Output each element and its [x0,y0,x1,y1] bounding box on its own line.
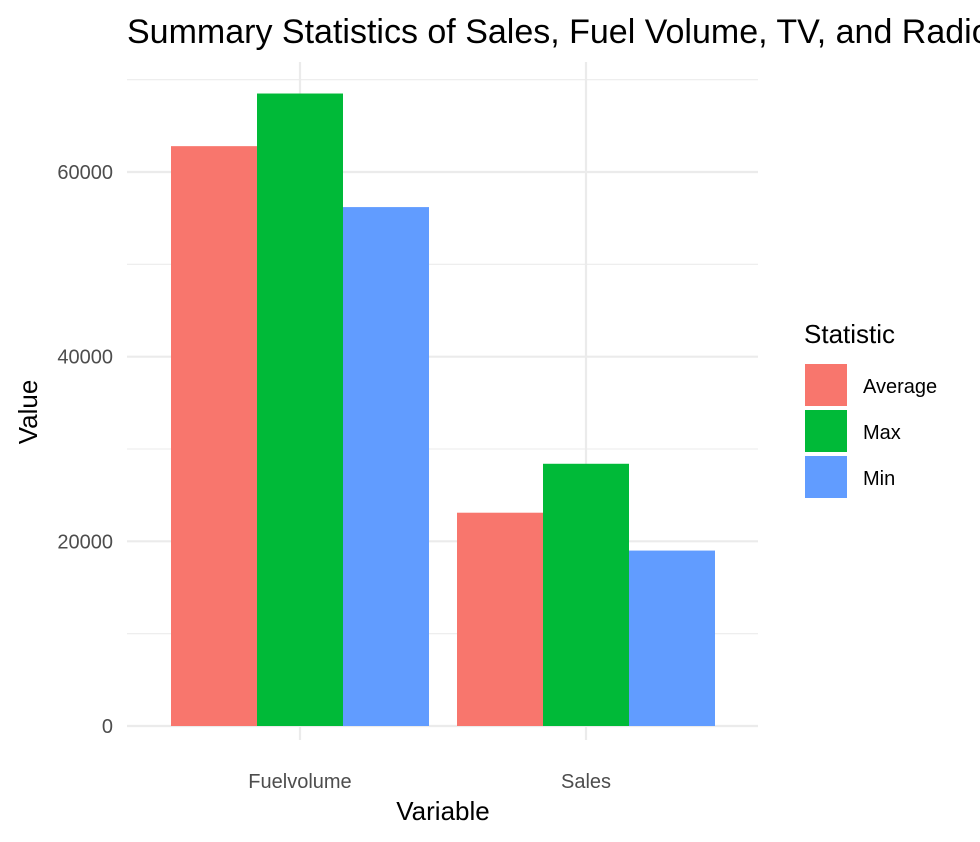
chart-title: Summary Statistics of Sales, Fuel Volume… [127,13,980,51]
legend-label: Min [863,468,895,490]
y-tick-label: 60000 [57,162,113,184]
legend-label: Average [863,376,937,398]
x-axis-ticks: Fuelvolume Sales [248,771,611,793]
y-axis-ticks: 0 20000 40000 60000 [57,162,113,738]
bar-fuelvolume-min [343,207,429,726]
legend-key-min [805,456,847,498]
x-tick-label: Sales [561,771,611,793]
y-tick-label: 0 [102,716,113,738]
legend-label: Max [863,422,901,444]
bar-sales-min [629,550,715,726]
x-axis-title: Variable [396,796,489,826]
bar-sales-max [543,463,629,726]
bar-sales-average [457,512,543,726]
legend-key-max [805,410,847,452]
x-tick-label: Fuelvolume [248,771,351,793]
y-tick-label: 40000 [57,347,113,369]
bars [171,93,715,727]
y-tick-label: 20000 [57,531,113,553]
legend-title: Statistic [804,319,895,349]
bar-fuelvolume-average [171,146,257,726]
legend: Statistic Average Max Min [804,319,937,498]
legend-key-average [805,364,847,406]
bar-fuelvolume-max [257,93,343,727]
y-axis-title: Value [13,380,43,445]
